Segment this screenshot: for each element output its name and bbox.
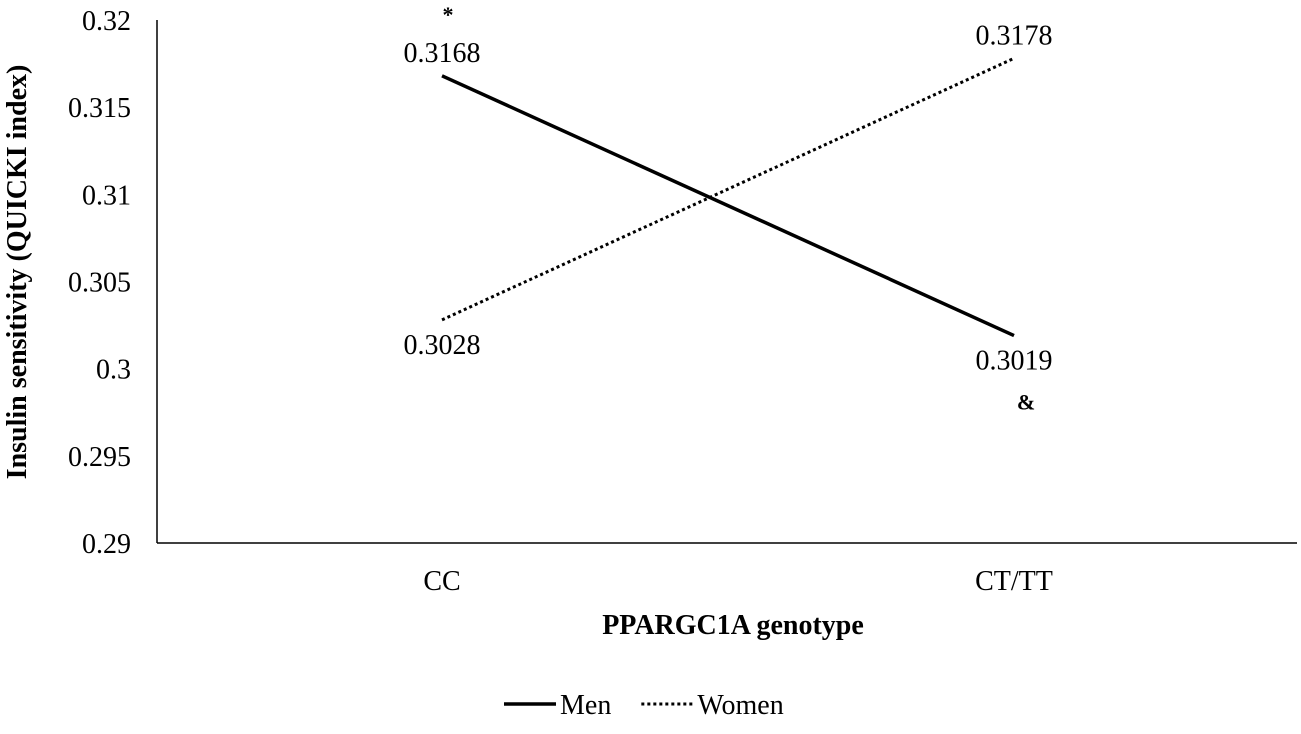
legend-label-women: Women — [697, 690, 783, 721]
series-line-women — [441, 56, 1015, 322]
data-label-women: 0.3028 — [404, 330, 481, 361]
significance-marker: * — [443, 2, 454, 27]
y-tick-labels: 0.29 0.295 0.3 0.305 0.31 0.315 0.32 — [68, 6, 131, 560]
x-tick-label: CC — [423, 566, 460, 597]
x-tick-labels: CC CT/TT — [423, 566, 1053, 597]
significance-marker: & — [1017, 390, 1035, 415]
y-tick-label: 0.295 — [68, 442, 131, 473]
legend-label-men: Men — [560, 690, 611, 721]
series-line-men — [441, 74, 1015, 338]
data-label-men: 0.3019 — [976, 346, 1053, 377]
data-label-men: 0.3168 — [404, 38, 481, 69]
y-tick-label: 0.29 — [82, 529, 131, 560]
data-labels: 0.3168 0.3019 0.3028 0.3178 — [404, 20, 1053, 376]
x-tick-label: CT/TT — [975, 566, 1053, 597]
series-lines — [441, 56, 1015, 338]
y-tick-label: 0.3 — [96, 355, 131, 386]
legend: Men Women — [504, 690, 784, 721]
y-tick-label: 0.305 — [68, 268, 131, 299]
annotations: *& — [443, 2, 1036, 415]
y-tick-label: 0.315 — [68, 93, 131, 124]
y-tick-label: 0.32 — [82, 6, 131, 37]
x-axis-title: PPARGC1A genotype — [602, 610, 864, 641]
y-axis-title: Insulin sensitivity (QUICKI index) — [2, 65, 33, 480]
axes — [156, 20, 1297, 544]
data-label-women: 0.3178 — [976, 20, 1053, 51]
y-tick-label: 0.31 — [82, 180, 131, 211]
